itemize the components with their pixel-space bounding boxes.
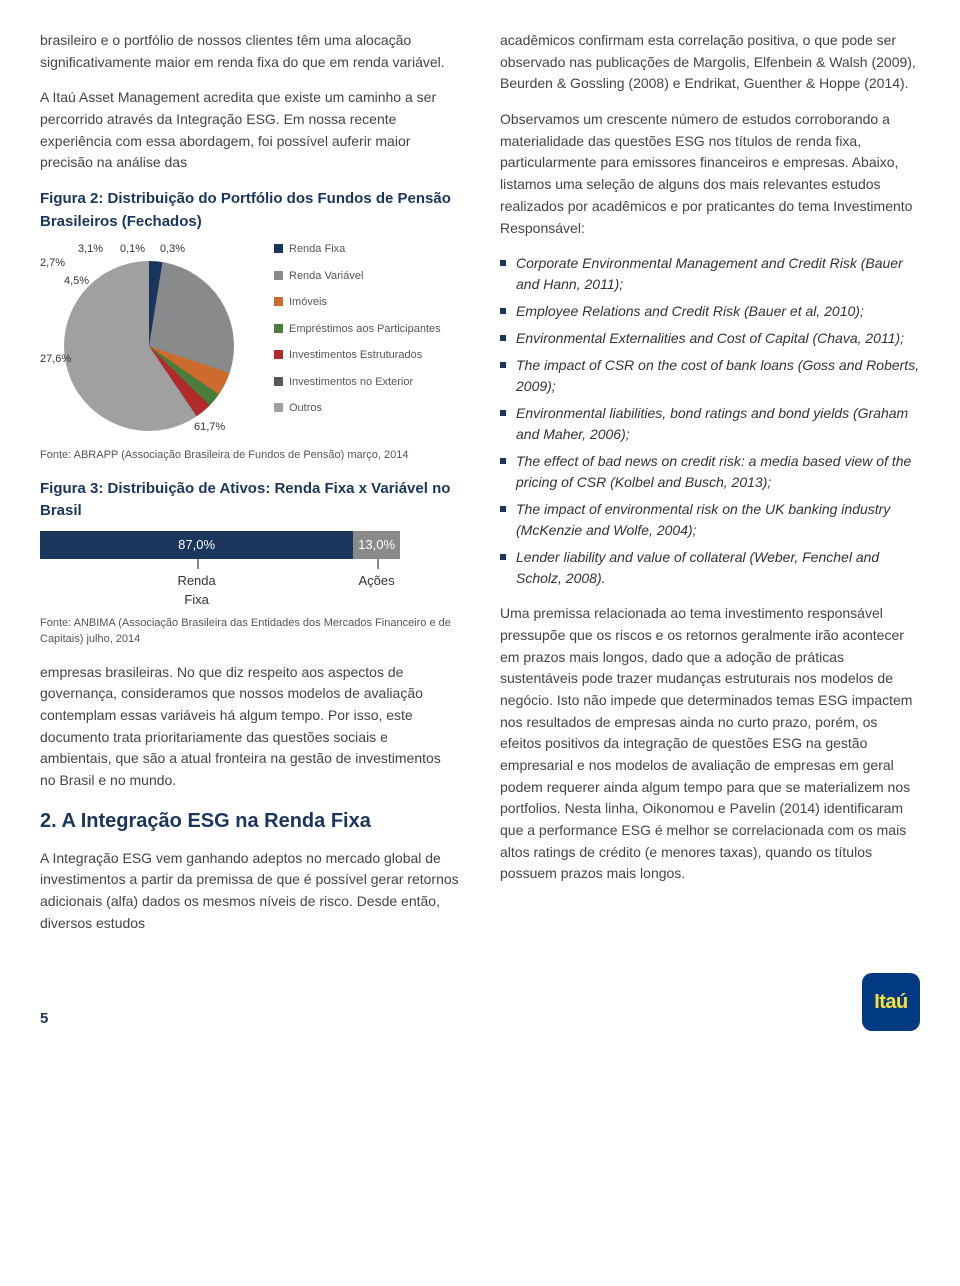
- list-item: Employee Relations and Credit Risk (Baue…: [500, 301, 920, 322]
- legend-swatch: [274, 350, 283, 359]
- legend-item: Imóveis: [274, 294, 444, 311]
- legend-item: Outros: [274, 400, 444, 417]
- legend-label: Investimentos Estruturados: [289, 347, 422, 364]
- list-item: The impact of environmental risk on the …: [500, 499, 920, 541]
- pie-label-ext: 0,1%: [120, 241, 145, 258]
- bullet-icon: [500, 458, 506, 464]
- legend-label: Imóveis: [289, 294, 327, 311]
- bar-leader-line: [377, 559, 379, 569]
- legend-label: Outros: [289, 400, 322, 417]
- page-number: 5: [40, 1008, 48, 1031]
- legend-item: Empréstimos aos Participantes: [274, 321, 444, 338]
- pie-label-rendavar: 27,6%: [40, 351, 71, 368]
- bullet-icon: [500, 335, 506, 341]
- left-para-1: brasileiro e o portfólio de nossos clien…: [40, 30, 460, 73]
- fig2-source: Fonte: ABRAPP (Associação Brasileira de …: [40, 447, 460, 464]
- pie-legend: Renda Fixa Renda Variável Imóveis Emprés…: [274, 241, 444, 427]
- legend-swatch: [274, 377, 283, 386]
- fig2-chart: 61,7% 27,6% 4,5% 2,7% 3,1% 0,1% 0,3% Ren…: [40, 241, 460, 441]
- studies-list: Corporate Environmental Management and C…: [500, 253, 920, 589]
- bullet-icon: [500, 308, 506, 314]
- legend-item: Investimentos no Exterior: [274, 374, 444, 391]
- list-item: The impact of CSR on the cost of bank lo…: [500, 355, 920, 397]
- fig3-source: Fonte: ANBIMA (Associação Brasileira das…: [40, 615, 460, 648]
- bar-segment-label: Renda Fixa: [167, 571, 227, 610]
- legend-swatch: [274, 297, 283, 306]
- pie-label-rendafixa: 61,7%: [194, 419, 225, 436]
- list-item-text: The impact of environmental risk on the …: [516, 499, 920, 541]
- list-item-text: The impact of CSR on the cost of bank lo…: [516, 355, 920, 397]
- section-2-heading: 2. A Integração ESG na Renda Fixa: [40, 806, 460, 836]
- bullet-icon: [500, 362, 506, 368]
- fig3-chart: 87,0%13,0% Renda Fixa Ações: [40, 531, 460, 607]
- bullet-icon: [500, 554, 506, 560]
- fig2-title: Figura 2: Distribuição do Portfólio dos …: [40, 188, 460, 233]
- itau-logo-icon: Itaú: [862, 973, 920, 1031]
- list-item: Environmental liabilities, bond ratings …: [500, 403, 920, 445]
- bar-leader-line: [197, 559, 199, 569]
- legend-label: Empréstimos aos Participantes: [289, 321, 441, 338]
- left-para-3: empresas brasileiras. No que diz respeit…: [40, 662, 460, 792]
- list-item-text: Employee Relations and Credit Risk (Baue…: [516, 301, 864, 322]
- list-item-text: Environmental liabilities, bond ratings …: [516, 403, 920, 445]
- right-para-3: Uma premissa relacionada ao tema investi…: [500, 603, 920, 885]
- legend-swatch: [274, 403, 283, 412]
- list-item: Lender liability and value of collateral…: [500, 547, 920, 589]
- bullet-icon: [500, 506, 506, 512]
- bar-segment: 13,0%: [353, 531, 400, 559]
- pie-label-imoveis: 4,5%: [64, 273, 89, 290]
- fig3-title: Figura 3: Distribuição de Ativos: Renda …: [40, 478, 460, 523]
- bar-segment: 87,0%: [40, 531, 353, 559]
- legend-item: Investimentos Estruturados: [274, 347, 444, 364]
- legend-label: Investimentos no Exterior: [289, 374, 413, 391]
- left-para-2: A Itaú Asset Management acredita que exi…: [40, 87, 460, 174]
- list-item-text: Lender liability and value of collateral…: [516, 547, 920, 589]
- right-para-1: acadêmicos confirmam esta correlação pos…: [500, 30, 920, 95]
- bar-segment-label: Ações: [347, 571, 407, 591]
- pie-label-outros: 0,3%: [160, 241, 185, 258]
- legend-swatch: [274, 244, 283, 253]
- page-footer: 5 Itaú: [40, 973, 920, 1031]
- legend-swatch: [274, 271, 283, 280]
- list-item-text: Environmental Externalities and Cost of …: [516, 328, 904, 349]
- right-para-2: Observamos um crescente número de estudo…: [500, 109, 920, 239]
- list-item-text: The effect of bad news on credit risk: a…: [516, 451, 920, 493]
- pie-label-emprest: 2,7%: [40, 255, 65, 272]
- list-item: The effect of bad news on credit risk: a…: [500, 451, 920, 493]
- bullet-icon: [500, 260, 506, 266]
- legend-label: Renda Variável: [289, 268, 363, 285]
- legend-swatch: [274, 324, 283, 333]
- list-item: Environmental Externalities and Cost of …: [500, 328, 920, 349]
- list-item: Corporate Environmental Management and C…: [500, 253, 920, 295]
- left-para-4: A Integração ESG vem ganhando adeptos no…: [40, 848, 460, 935]
- bullet-icon: [500, 410, 506, 416]
- legend-item: Renda Variável: [274, 268, 444, 285]
- itau-logo-text: Itaú: [874, 987, 908, 1017]
- list-item-text: Corporate Environmental Management and C…: [516, 253, 920, 295]
- pie-label-estrut: 3,1%: [78, 241, 103, 258]
- legend-label: Renda Fixa: [289, 241, 345, 258]
- legend-item: Renda Fixa: [274, 241, 444, 258]
- pie-chart: [64, 261, 234, 431]
